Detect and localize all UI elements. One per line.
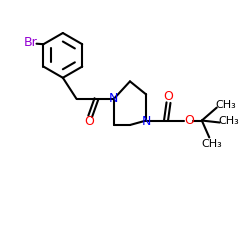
Text: O: O — [184, 114, 194, 127]
Text: O: O — [84, 115, 94, 128]
Text: Br: Br — [24, 36, 38, 50]
Text: O: O — [164, 90, 173, 104]
Text: N: N — [109, 92, 118, 105]
Text: CH₃: CH₃ — [219, 116, 240, 126]
Text: CH₃: CH₃ — [202, 140, 222, 149]
Text: CH₃: CH₃ — [216, 100, 236, 110]
Text: N: N — [142, 114, 151, 128]
